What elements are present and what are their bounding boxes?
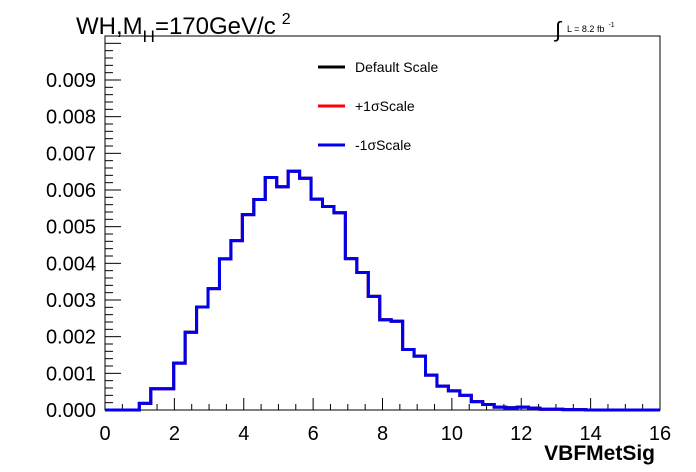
- x-tick-label: 16: [649, 423, 671, 445]
- series-line: [105, 169, 660, 412]
- plot-frame: [104, 35, 661, 411]
- x-axis-label: VBFMetSig: [544, 442, 655, 465]
- luminosity-superscript: -1: [608, 22, 614, 29]
- y-tick-label: 0.003: [46, 290, 96, 312]
- series-line: [105, 169, 660, 412]
- x-tick-label: 12: [510, 423, 532, 445]
- y-tick-label: 0.009: [46, 70, 96, 92]
- luminosity-text: L = 8.2 fb: [567, 24, 604, 34]
- y-tick-label: 0.002: [46, 327, 96, 349]
- y-tick-label: 0.008: [46, 107, 96, 129]
- axis-ticks: [104, 35, 661, 411]
- chart-title: WH,MH=170GeV/c 2: [76, 11, 291, 46]
- x-tick-label: 0: [99, 423, 110, 445]
- y-tick-label: 0.004: [46, 253, 96, 275]
- chart-title-superscript: 2: [282, 11, 291, 28]
- y-tick-label: 0.001: [46, 363, 96, 385]
- y-tick-label: 0.007: [46, 143, 96, 165]
- x-tick-label: 14: [580, 423, 602, 445]
- axis-tick-labels: 0 2 4 6 8 10 12 14 16 0.000 0.001 0.002 0.003 0.004 0.…: [46, 70, 671, 445]
- x-tick-label: 8: [377, 423, 388, 445]
- legend-label: +1σScale: [355, 98, 415, 114]
- y-tick-label: 0.006: [46, 180, 96, 202]
- x-tick-label: 4: [238, 423, 249, 445]
- y-tick-label: 0.005: [46, 217, 96, 239]
- x-tick-label: 2: [169, 423, 180, 445]
- legend-label: Default Scale: [355, 59, 438, 75]
- x-tick-label: 10: [441, 423, 463, 445]
- legend-label: -1σScale: [355, 137, 411, 153]
- histogram-series: [105, 169, 660, 412]
- x-tick-label: 6: [308, 423, 319, 445]
- legend: Default Scale +1σScale -1σScale: [318, 59, 438, 153]
- integral-icon: ∫: [553, 17, 563, 42]
- luminosity-label: L = 8.2 fb -1: [567, 22, 615, 34]
- series-line: [105, 169, 660, 412]
- y-tick-label: 0.000: [46, 400, 96, 422]
